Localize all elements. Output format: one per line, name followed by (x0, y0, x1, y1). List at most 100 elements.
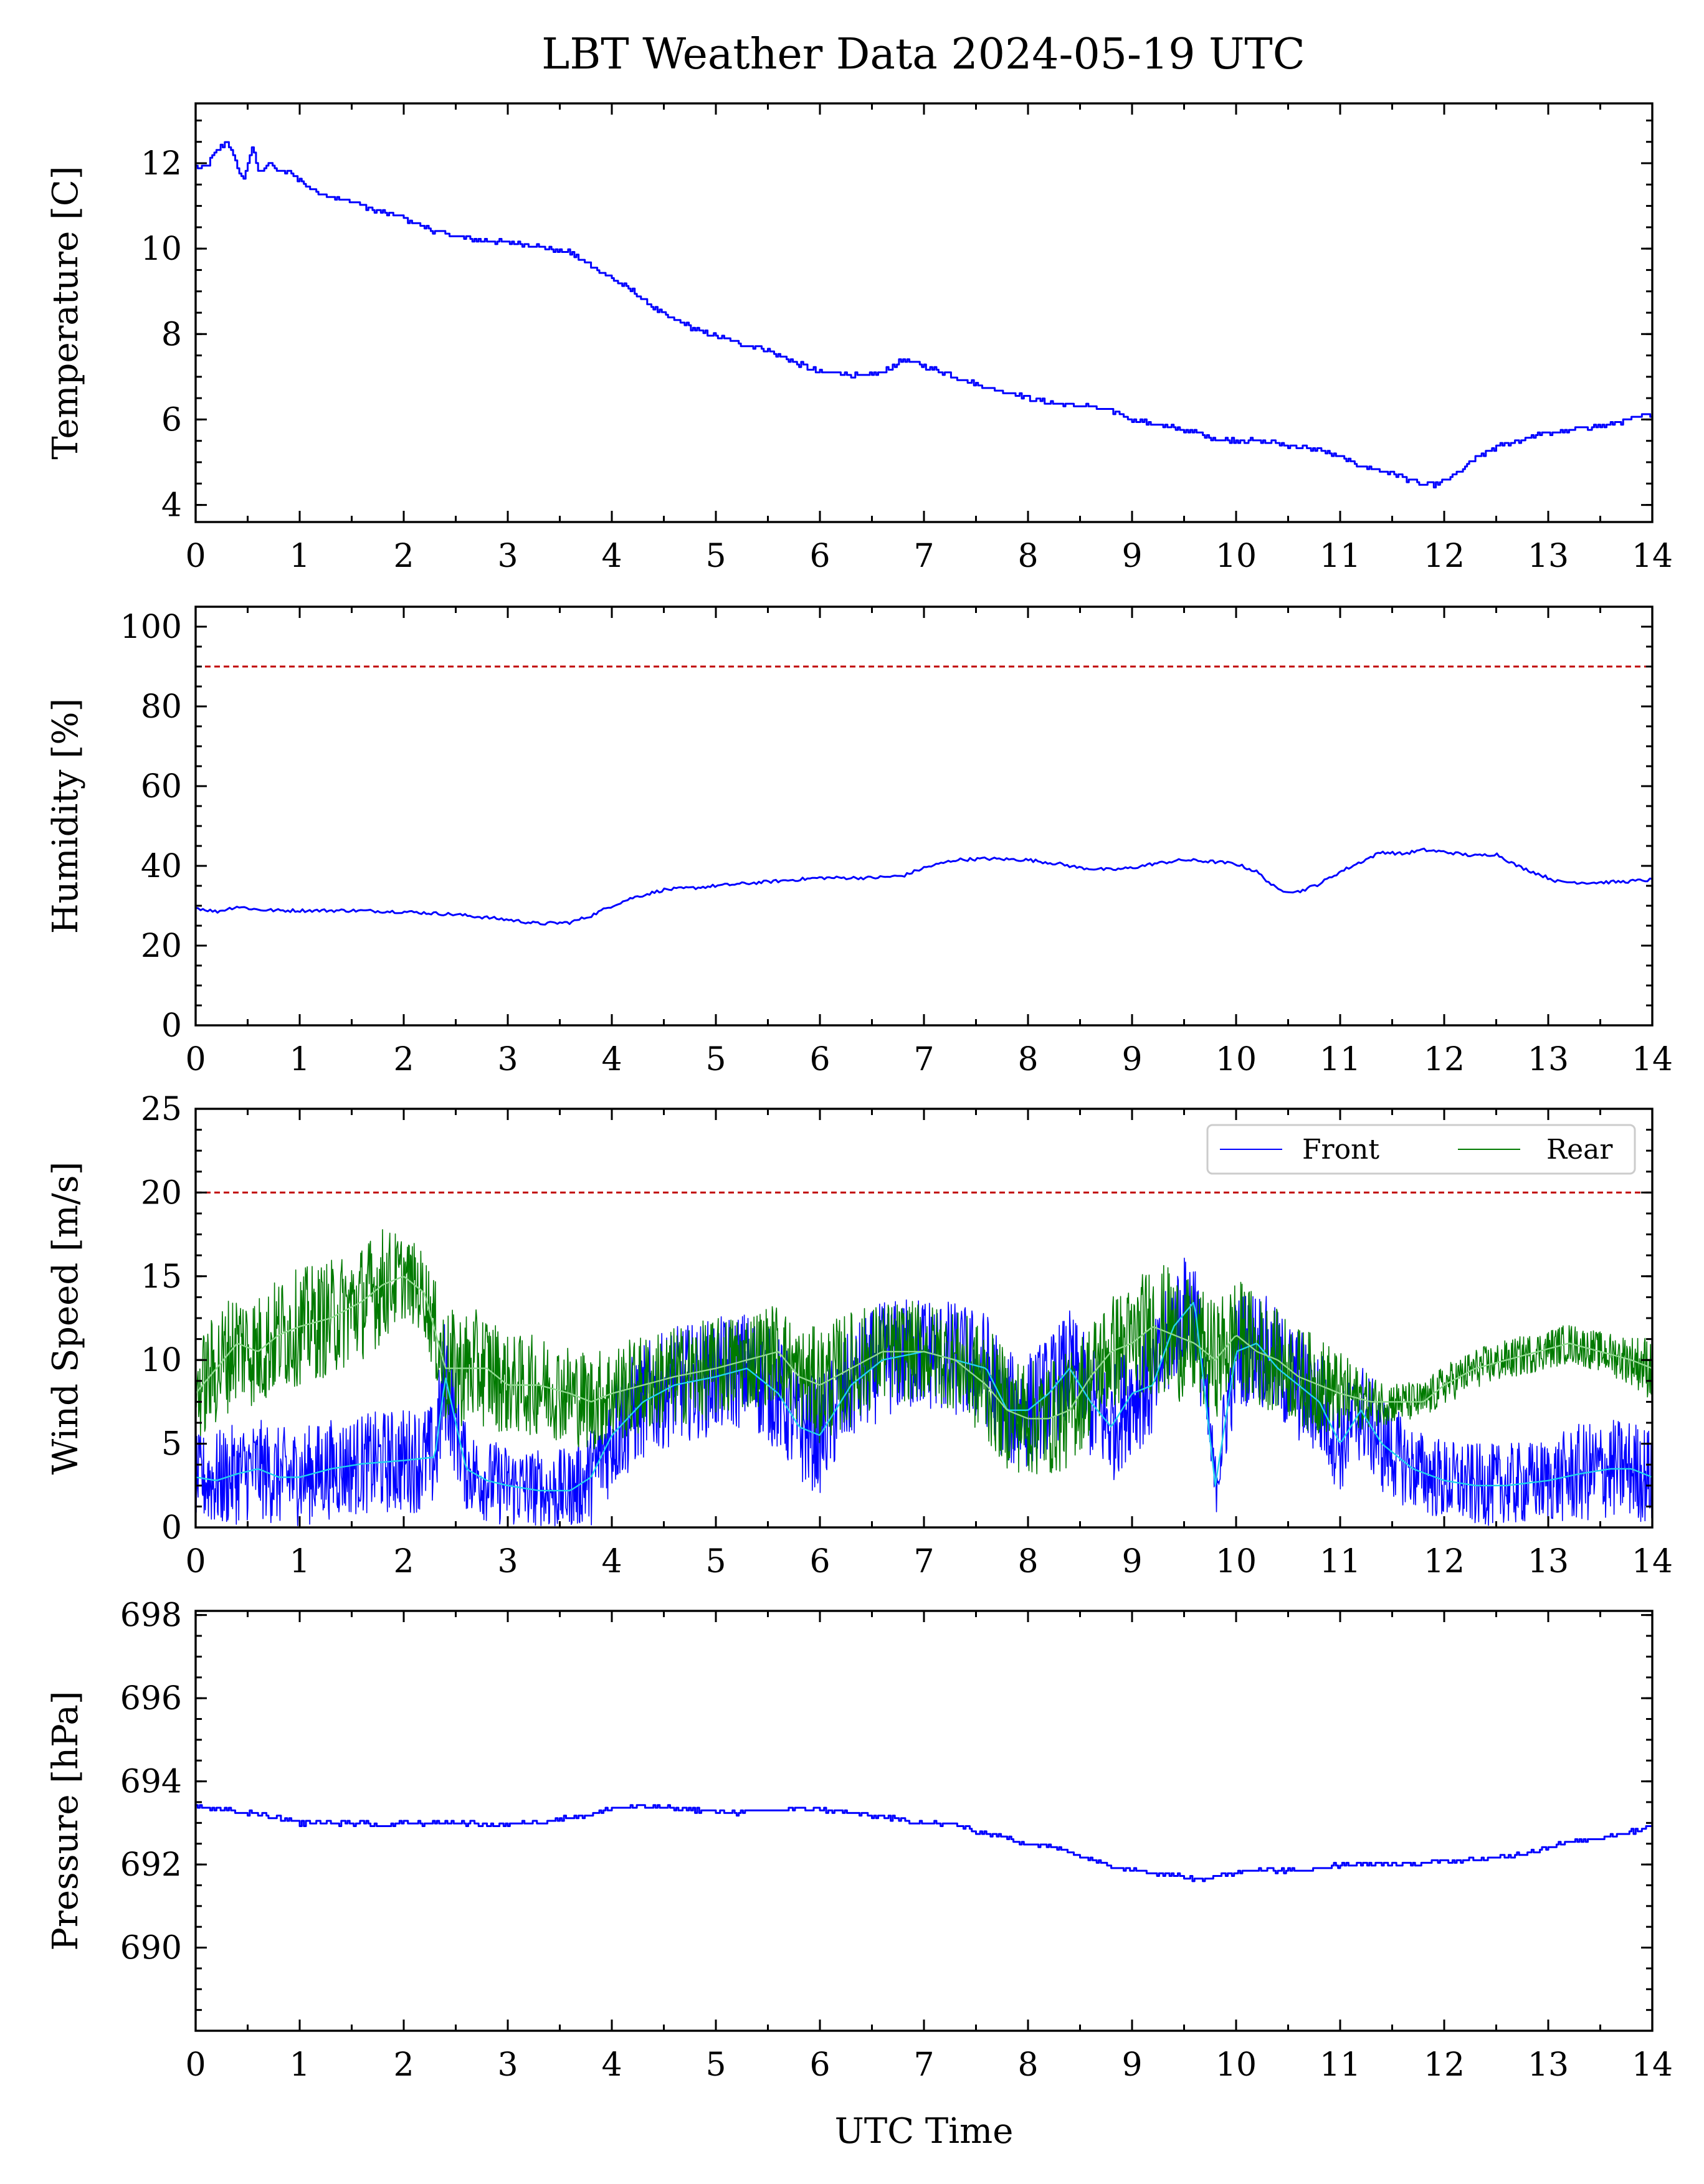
x-tick-label: 0 (185, 1543, 206, 1580)
humidity-y-axis-label: Humidity [%] (45, 698, 86, 934)
y-tick-label: 6 (161, 401, 182, 439)
x-tick-label: 5 (705, 538, 726, 575)
x-tick-label: 10 (1216, 1041, 1257, 1078)
x-tick-label: 8 (1017, 1041, 1038, 1078)
x-tick-label: 3 (497, 2046, 518, 2084)
x-tick-label: 0 (185, 538, 206, 575)
x-tick-label: 7 (913, 1543, 934, 1580)
temperature-y-axis-label: Temperature [C] (45, 166, 86, 459)
y-tick-label: 690 (120, 1930, 182, 1967)
rear-series-line (196, 1229, 1652, 1474)
y-tick-label: 696 (120, 1680, 182, 1717)
x-tick-label: 9 (1121, 538, 1142, 575)
wind-legend: Front Rear (1206, 1124, 1636, 1175)
x-tick-label: 7 (913, 538, 934, 575)
x-tick-label: 3 (497, 538, 518, 575)
x-tick-label: 1 (289, 2046, 310, 2084)
x-tick-label: 12 (1424, 2046, 1465, 2084)
x-tick-label: 10 (1216, 538, 1257, 575)
x-axis-label: UTC Time (835, 2111, 1014, 2152)
humidity-series-line (196, 847, 1652, 926)
x-tick-label: 11 (1320, 1041, 1361, 1078)
x-tick-label: 5 (705, 1543, 726, 1580)
x-tick-label: 9 (1121, 1543, 1142, 1580)
y-tick-label: 5 (161, 1426, 182, 1463)
x-tick-label: 14 (1632, 1041, 1673, 1078)
x-tick-label: 3 (497, 1041, 518, 1078)
y-tick-label: 12 (141, 145, 182, 183)
x-tick-label: 4 (601, 1041, 622, 1078)
legend-box (1206, 1124, 1636, 1175)
y-tick-label: 8 (161, 316, 182, 353)
pressure-y-axis-label: Pressure [hPa] (45, 1691, 86, 1950)
x-tick-label: 10 (1216, 2046, 1257, 2084)
y-tick-label: 60 (141, 768, 182, 805)
x-tick-label: 2 (393, 538, 414, 575)
x-tick-label: 8 (1017, 1543, 1038, 1580)
y-tick-label: 25 (141, 1091, 182, 1128)
legend-label-rear: Rear (1546, 1134, 1613, 1166)
x-tick-label: 11 (1320, 2046, 1361, 2084)
x-tick-label: 10 (1216, 1543, 1257, 1580)
x-tick-label: 12 (1424, 1543, 1465, 1580)
x-tick-label: 14 (1632, 1543, 1673, 1580)
x-tick-label: 8 (1017, 538, 1038, 575)
y-tick-label: 10 (141, 230, 182, 268)
y-tick-label: 20 (141, 1174, 182, 1212)
x-tick-label: 9 (1121, 1041, 1142, 1078)
x-tick-label: 5 (705, 1041, 726, 1078)
x-tick-label: 8 (1017, 2046, 1038, 2084)
x-tick-label: 13 (1528, 538, 1569, 575)
front-series-line (196, 1257, 1652, 1526)
pressure-panel: 0 1 2 3 4 5 6 7 8 9 10 11 12 13 14690692694696698Press… (45, 1597, 1673, 2152)
x-tick-label: 13 (1528, 2046, 1569, 2084)
x-tick-label: 7 (913, 2046, 934, 2084)
x-tick-label: 13 (1528, 1543, 1569, 1580)
x-tick-label: 2 (393, 1543, 414, 1580)
y-tick-label: 4 (161, 487, 182, 525)
x-tick-label: 6 (809, 2046, 830, 2084)
chart-title: LBT Weather Data 2024-05-19 UTC (541, 30, 1305, 79)
x-tick-label: 14 (1632, 538, 1673, 575)
x-tick-label: 6 (809, 1041, 830, 1078)
x-tick-label: 9 (1121, 2046, 1142, 2084)
x-tick-label: 13 (1528, 1041, 1569, 1078)
x-tick-label: 11 (1320, 1543, 1361, 1580)
wind-speed-y-axis-label: Wind Speed [m/s] (45, 1162, 86, 1475)
y-tick-label: 698 (120, 1597, 182, 1635)
y-tick-label: 40 (141, 848, 182, 885)
y-tick-label: 10 (141, 1342, 182, 1379)
y-tick-label: 80 (141, 688, 182, 726)
x-tick-label: 4 (601, 538, 622, 575)
y-tick-label: 100 (120, 609, 182, 646)
x-tick-label: 12 (1424, 1041, 1465, 1078)
x-tick-label: 2 (393, 2046, 414, 2084)
x-tick-label: 7 (913, 1041, 934, 1078)
y-tick-label: 692 (120, 1846, 182, 1884)
x-tick-label: 0 (185, 1041, 206, 1078)
x-tick-label: 6 (809, 1543, 830, 1580)
x-tick-label: 12 (1424, 538, 1465, 575)
x-tick-label: 5 (705, 2046, 726, 2084)
pressure-series-line (196, 1804, 1652, 1883)
x-tick-label: 14 (1632, 2046, 1673, 2084)
x-tick-label: 4 (601, 2046, 622, 2084)
x-tick-label: 11 (1320, 538, 1361, 575)
rear-avg-series-line (196, 1276, 1652, 1420)
humidity-panel: 0 1 2 3 4 5 6 7 8 9 10 11 12 13 14020406080100Humidity… (45, 605, 1673, 1078)
x-tick-label: 6 (809, 538, 830, 575)
x-tick-label: 4 (601, 1543, 622, 1580)
y-tick-label: 15 (141, 1258, 182, 1296)
x-tick-label: 1 (289, 538, 310, 575)
x-tick-label: 1 (289, 1041, 310, 1078)
x-tick-label: 3 (497, 1543, 518, 1580)
x-tick-label: 2 (393, 1041, 414, 1078)
y-tick-label: 0 (161, 1007, 182, 1045)
temperature-series-line (196, 141, 1652, 488)
legend-label-front: Front (1302, 1134, 1379, 1166)
x-tick-label: 0 (185, 2046, 206, 2084)
y-tick-label: 20 (141, 928, 182, 965)
